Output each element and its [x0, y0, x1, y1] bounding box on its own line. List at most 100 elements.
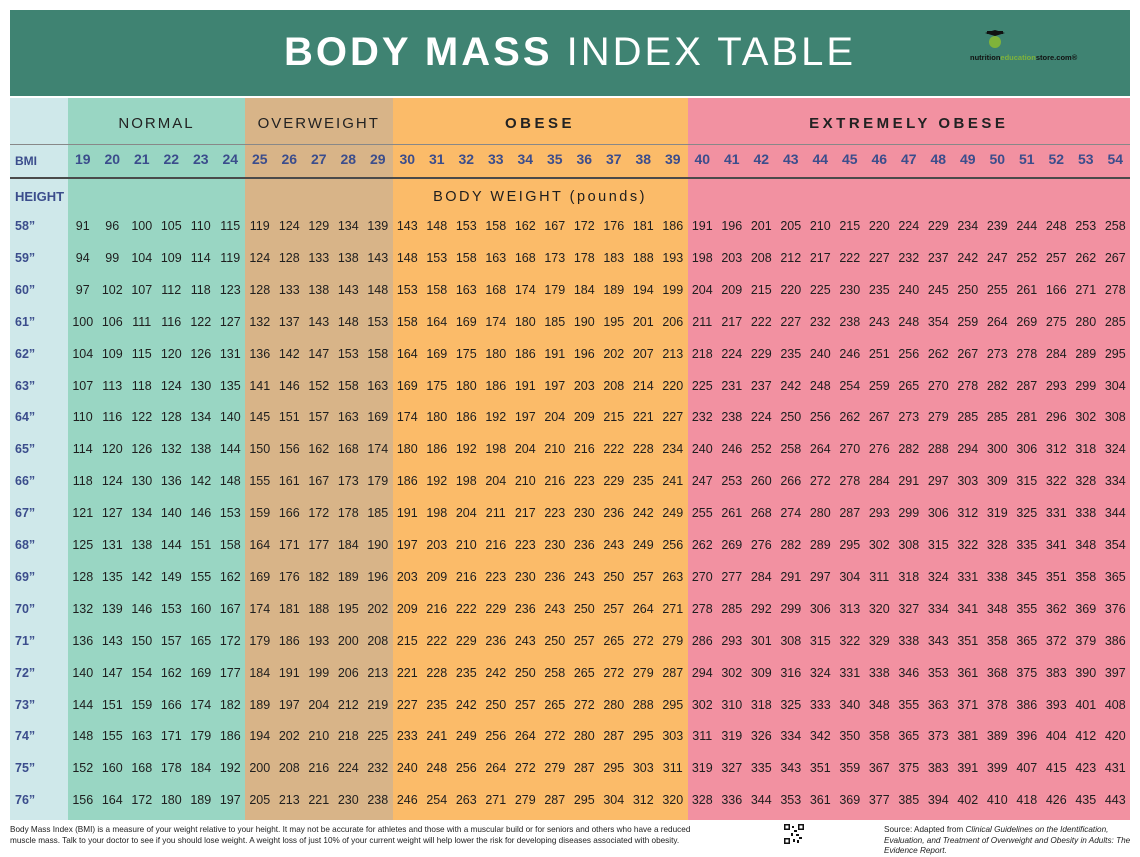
weight-cell: 202	[367, 601, 389, 616]
weight-cell: 288	[927, 442, 949, 457]
weight-cell: 264	[514, 729, 536, 744]
weight-cell: 191	[544, 346, 566, 361]
weight-cell: 235	[426, 697, 448, 712]
weight-cell: 327	[721, 761, 743, 776]
weight-cell: 212	[337, 697, 359, 712]
weight-cell: 220	[662, 378, 684, 393]
weight-cell: 355	[898, 697, 920, 712]
weight-cell: 273	[898, 410, 920, 425]
bmi-value: 36	[576, 151, 593, 167]
weight-cell: 375	[1016, 665, 1038, 680]
weight-cell: 168	[337, 442, 359, 457]
weight-cell: 163	[367, 378, 389, 393]
weight-cell: 231	[721, 378, 743, 393]
weight-cell: 393	[1045, 697, 1067, 712]
weight-cell: 331	[957, 569, 979, 584]
weight-cell: 221	[632, 410, 654, 425]
bmi-value: 40	[694, 151, 711, 167]
weight-cell: 386	[1104, 633, 1126, 648]
weight-cell: 181	[278, 601, 300, 616]
weight-cell: 138	[308, 282, 330, 297]
bmi-value: 29	[369, 151, 386, 167]
weight-cell: 257	[514, 697, 536, 712]
weight-cell: 225	[691, 378, 713, 393]
bmi-value: 51	[1018, 151, 1035, 167]
weight-cell: 236	[603, 506, 625, 521]
weight-cell: 138	[190, 442, 212, 457]
weight-cell: 295	[839, 538, 861, 552]
weight-cell: 275	[1045, 314, 1067, 329]
weight-cell: 132	[72, 601, 94, 616]
weight-cell: 386	[1016, 697, 1038, 712]
weight-cell: 383	[927, 761, 949, 776]
weight-cell: 358	[868, 729, 890, 744]
weight-cell: 236	[485, 633, 507, 648]
weight-cell: 160	[190, 601, 212, 616]
weight-cell: 318	[750, 697, 772, 712]
weight-cell: 193	[308, 633, 330, 648]
bmi-value: 21	[133, 151, 150, 167]
weight-cell: 303	[957, 474, 979, 489]
weight-cell: 142	[278, 346, 300, 361]
weight-cell: 155	[249, 474, 271, 489]
weight-cell: 253	[1075, 219, 1097, 233]
weight-cell: 302	[1075, 410, 1097, 425]
weight-cell: 296	[1045, 410, 1067, 425]
weight-cell: 285	[957, 410, 979, 425]
weight-cell: 159	[131, 697, 153, 712]
bmi-value: 31	[428, 151, 445, 167]
weight-cell: 247	[691, 474, 713, 489]
weight-cell: 99	[105, 250, 120, 265]
weight-cell: 269	[721, 538, 743, 552]
weight-cell: 292	[750, 601, 772, 616]
category-band-normal	[68, 98, 245, 820]
weight-cell: 186	[485, 378, 507, 393]
weight-cell: 293	[721, 633, 743, 648]
weight-cell: 179	[249, 633, 271, 648]
weight-cell: 297	[927, 474, 949, 489]
bmi-value: 39	[664, 151, 681, 167]
qr-code-icon[interactable]	[784, 824, 804, 844]
weight-cell: 151	[101, 697, 123, 712]
weight-cell: 252	[750, 442, 772, 457]
weight-cell: 295	[632, 729, 654, 744]
weight-cell: 359	[839, 761, 861, 776]
weight-cell: 318	[898, 569, 920, 584]
weight-cell: 216	[485, 538, 507, 552]
weight-cell: 248	[1045, 219, 1067, 233]
weight-cell: 246	[396, 793, 418, 808]
weight-cell: 311	[692, 729, 713, 744]
weight-cell: 389	[986, 729, 1008, 744]
weight-cell: 215	[396, 633, 418, 648]
bmi-value: 46	[871, 151, 888, 167]
weight-cell: 200	[249, 761, 271, 776]
weight-cell: 157	[308, 410, 330, 425]
weight-cell: 410	[986, 793, 1008, 808]
weight-cell: 143	[396, 219, 418, 233]
weight-cell: 114	[190, 250, 211, 265]
weight-cell: 279	[662, 633, 684, 648]
weight-cell: 338	[986, 569, 1008, 584]
weight-cell: 153	[455, 219, 477, 233]
weight-cell: 230	[337, 793, 359, 808]
weight-cell: 341	[1045, 538, 1067, 552]
weight-cell: 224	[898, 219, 920, 233]
weight-cell: 265	[898, 378, 920, 393]
weight-cell: 243	[514, 633, 536, 648]
weight-cell: 262	[927, 346, 949, 361]
weight-cell: 115	[220, 219, 241, 233]
weight-cell: 194	[632, 282, 654, 297]
weight-cell: 140	[72, 665, 94, 680]
weight-cell: 264	[986, 314, 1008, 329]
weight-cell: 271	[485, 793, 507, 808]
weight-cell: 205	[249, 793, 271, 808]
weight-cell: 166	[1045, 282, 1067, 297]
weight-cell: 295	[573, 793, 595, 808]
weight-cell: 125	[72, 538, 94, 552]
weight-cell: 241	[662, 474, 684, 489]
weight-cell: 278	[1016, 346, 1038, 361]
bmi-value: 23	[192, 151, 209, 167]
weight-cell: 311	[869, 569, 890, 584]
weight-cell: 334	[1104, 474, 1126, 489]
height-value: 58”	[15, 219, 36, 233]
